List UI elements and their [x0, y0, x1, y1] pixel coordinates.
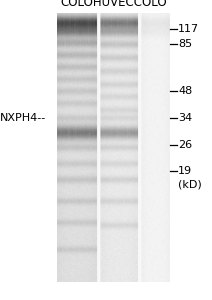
- Text: 85: 85: [178, 39, 192, 50]
- Text: 19: 19: [178, 166, 192, 176]
- Text: NXPH4--: NXPH4--: [0, 113, 46, 123]
- Text: 117: 117: [178, 24, 199, 34]
- Text: 48: 48: [178, 86, 192, 96]
- Text: COLOHUVECCOLO: COLOHUVECCOLO: [60, 0, 167, 9]
- Text: (kD): (kD): [178, 180, 202, 190]
- Text: 34: 34: [178, 113, 192, 123]
- Text: 26: 26: [178, 140, 192, 149]
